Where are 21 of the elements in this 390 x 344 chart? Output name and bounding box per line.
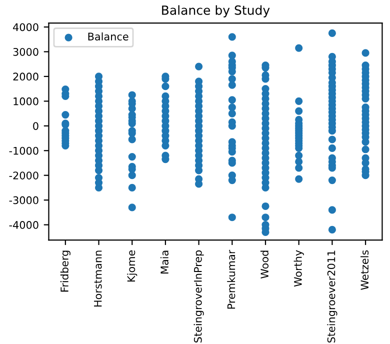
y-tick-label: 1000 xyxy=(14,97,38,106)
x-tick-label: Premkumar xyxy=(227,250,236,309)
y-tick-label: -3000 xyxy=(9,196,38,204)
x-tick-label: Wood xyxy=(260,250,269,279)
y-tick-label: 4000 xyxy=(13,23,38,32)
y-tick-label: -2000 xyxy=(9,172,38,180)
chart-title: Balance by Study xyxy=(162,5,270,18)
legend-label: Balance xyxy=(88,32,128,40)
y-tick-label: 3000 xyxy=(13,48,38,56)
x-tick-label: SteingroverInPrep xyxy=(194,250,204,342)
x-tick-label: Horstmann xyxy=(94,250,102,307)
x-tick-label: Worthy xyxy=(294,250,304,287)
y-tick-label: -4000 xyxy=(9,221,38,229)
x-tick-label: Maia xyxy=(160,250,168,274)
y-tick-label: -1000 xyxy=(9,146,38,155)
y-tick-label: 0 xyxy=(33,122,38,130)
x-tick-label: Wetzels xyxy=(360,250,369,290)
x-tick-label: Kjome xyxy=(127,250,138,282)
y-tick-label: 2000 xyxy=(13,72,38,81)
x-tick-label: Fridberg xyxy=(60,250,70,292)
x-tick-label: Steingroever2011 xyxy=(327,250,338,343)
